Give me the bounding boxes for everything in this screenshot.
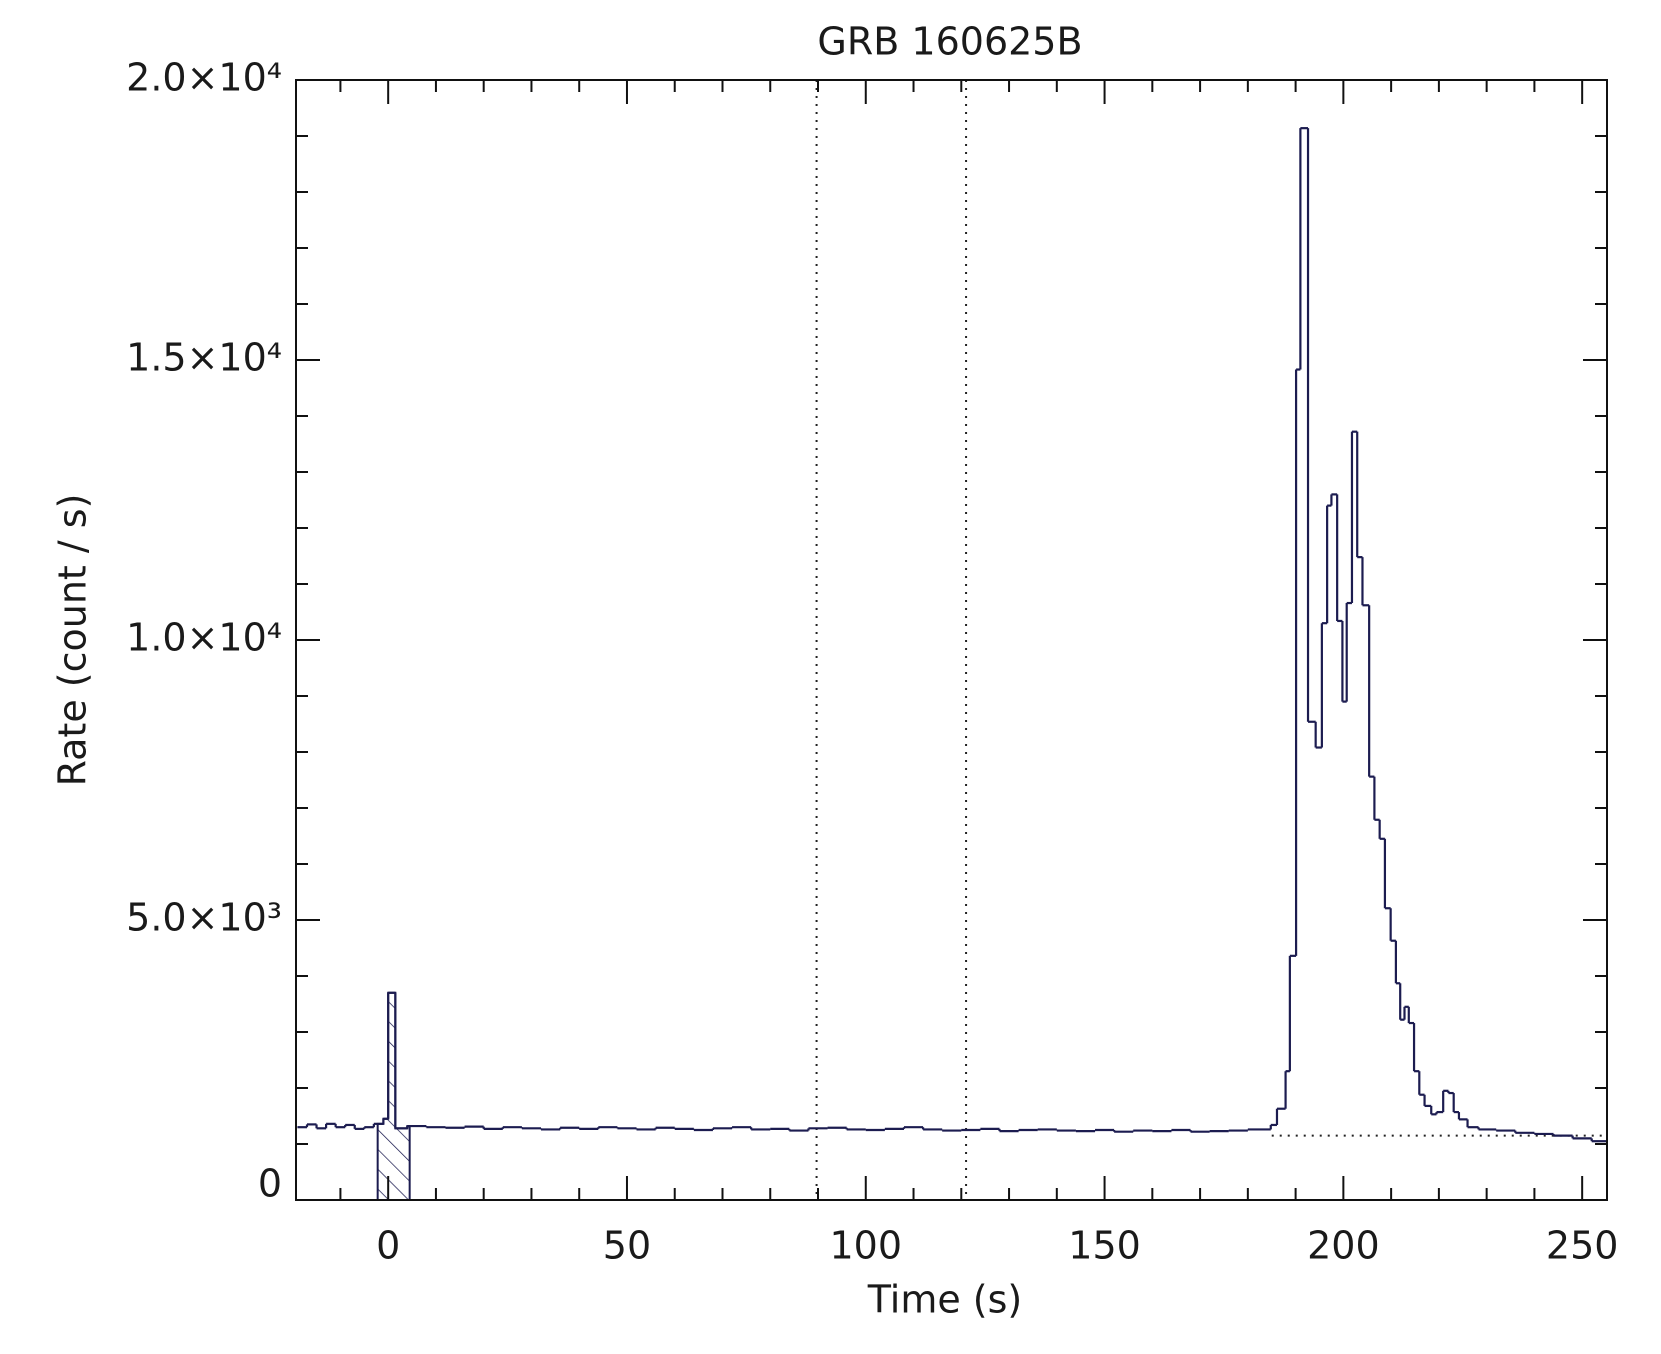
x-tick-label: 100 (830, 1224, 903, 1268)
x-tick-label: 50 (603, 1224, 651, 1268)
x-tick-label: 0 (376, 1224, 400, 1268)
plot-frame (295, 79, 1608, 1201)
x-axis-label: Time (s) (867, 1278, 1023, 1322)
y-tick-label: 1.5×10⁴ (126, 336, 282, 380)
x-tick-label: 250 (1546, 1224, 1619, 1268)
x-tick-label: 150 (1068, 1224, 1141, 1268)
y-tick-label: 5.0×10³ (126, 896, 282, 940)
hatched-area (376, 991, 411, 1201)
y-tick-label: 0 (258, 1162, 282, 1206)
y-tick-label: 1.0×10⁴ (126, 616, 282, 660)
y-axis-label: Rate (count / s) (51, 494, 95, 787)
x-tick-label: 200 (1307, 1224, 1380, 1268)
y-tick-label: 2.0×10⁴ (126, 56, 282, 100)
chart-title: GRB 160625B (817, 20, 1082, 64)
